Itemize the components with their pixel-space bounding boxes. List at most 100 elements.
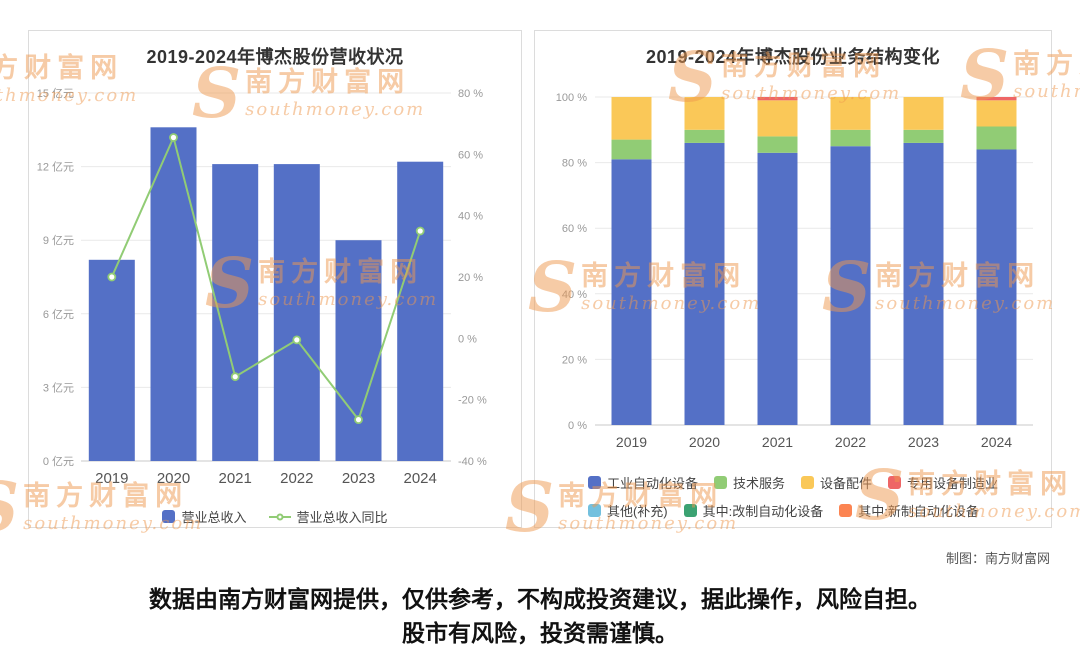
yoy-point xyxy=(415,226,425,236)
stack-segment xyxy=(830,97,871,130)
revenue-chart-panel: 2019-2024年博杰股份营收状况 0 亿元 3 亿元 6 亿元 9 亿元 12 亿元… xyxy=(28,30,522,528)
category-label: 2021 xyxy=(762,434,793,450)
stack-segment xyxy=(976,97,1017,101)
stack-segment xyxy=(830,146,871,425)
legend-swatch xyxy=(801,476,814,489)
y-axis-tick: 60 % xyxy=(562,223,587,235)
stack-segment xyxy=(976,149,1017,425)
legend-swatch xyxy=(587,504,601,517)
stack-segment xyxy=(684,142,725,425)
disclaimer-line1: 数据由南方财富网提供，仅供参考，不构成投资建议，据此操作，风险自担。 xyxy=(149,586,931,612)
legend-item[interactable]: 其中:新制自动化设备 xyxy=(839,501,979,520)
revenue-bar xyxy=(212,164,259,461)
stack-segment xyxy=(903,97,944,130)
stack-segment xyxy=(976,100,1017,127)
stack-segment xyxy=(757,100,798,137)
right-axis-tick: 0 % xyxy=(458,333,477,345)
category-label: 2021 xyxy=(219,470,252,487)
revenue-bar xyxy=(88,259,135,461)
category-label: 2024 xyxy=(404,470,437,487)
revenue-bar xyxy=(397,161,444,461)
right-axis-tick: -40 % xyxy=(458,456,487,468)
y-axis-tick: 20 % xyxy=(562,354,587,366)
legend-label: 其中:新制自动化设备 xyxy=(858,504,979,519)
legend-item[interactable]: 工业自动化设备 xyxy=(587,473,698,492)
stack-segment xyxy=(830,129,871,147)
right-axis-tick: 60 % xyxy=(458,149,483,161)
legend-swatch xyxy=(683,504,697,517)
right-axis-tick: 20 % xyxy=(458,272,483,284)
stack-segment xyxy=(757,97,798,101)
revenue-chart-title: 2019-2024年博杰股份营收状况 xyxy=(146,47,404,67)
legend-label: 技术服务 xyxy=(732,476,785,491)
category-label: 2023 xyxy=(342,470,375,487)
category-label: 2022 xyxy=(835,434,866,450)
stack-segment xyxy=(976,126,1017,150)
left-axis-tick: 0 亿元 xyxy=(43,455,74,468)
legend-label: 设备配件 xyxy=(820,476,873,491)
left-axis-tick: 15 亿元 xyxy=(37,87,74,100)
legend-label: 其他(补充) xyxy=(606,504,668,519)
revenue-bar xyxy=(335,240,382,461)
legend-item[interactable]: 设备配件 xyxy=(801,473,872,492)
legend-label: 其中:改制自动化设备 xyxy=(702,504,824,519)
legend-swatch xyxy=(162,510,176,523)
y-axis-tick: 100 % xyxy=(556,92,587,104)
category-label: 2019 xyxy=(95,470,128,487)
legend-row: 工业自动化设备 技术服务 设备配件 专用设备制造业 xyxy=(587,473,998,492)
right-axis-tick: 40 % xyxy=(458,211,483,223)
revenue-chart-legend: 营业总收入 营业总收入同比 xyxy=(29,507,521,526)
legend-item[interactable]: 其中:改制自动化设备 xyxy=(683,501,824,520)
structure-chart-legend: 工业自动化设备 技术服务 设备配件 专用设备制造业其他(补充) 其中:改制自动化设备 其中… xyxy=(587,473,998,520)
legend-item-revenue[interactable]: 营业总收入 xyxy=(162,507,247,526)
stack-segment xyxy=(903,142,944,425)
y-axis-tick: 0 % xyxy=(568,420,587,432)
credit-text: 制图：南方财富网 xyxy=(945,551,1050,566)
stack-segment xyxy=(757,136,798,153)
structure-chart-title: 2019-2024年博杰股份业务结构变化 xyxy=(645,47,941,67)
stack-segment xyxy=(684,97,725,130)
stack-segment xyxy=(611,159,652,426)
left-axis-tick: 6 亿元 xyxy=(43,308,74,321)
structure-stacked-chart: 0 % 20 % 40 % 60 % 80 % 100 % 2019 2020 2021 2022… xyxy=(556,92,1033,450)
disclaimer-line2: 股市有风险，投资需谨慎。 xyxy=(402,620,678,646)
yoy-point xyxy=(230,372,240,382)
y-axis-tick: 40 % xyxy=(562,289,587,301)
stack-segment xyxy=(611,139,652,160)
legend-swatch xyxy=(839,504,853,517)
yoy-line xyxy=(110,134,422,422)
legend-swatch xyxy=(587,476,601,489)
legend-item[interactable]: 技术服务 xyxy=(713,473,785,492)
legend-swatch xyxy=(713,476,727,489)
legend-item[interactable]: 专用设备制造业 xyxy=(888,473,998,492)
category-label: 2024 xyxy=(981,434,1012,450)
right-axis-tick: -20 % xyxy=(458,395,487,407)
stack-segment xyxy=(757,152,798,426)
legend-item[interactable]: 其他(补充) xyxy=(587,501,668,520)
stack-segment xyxy=(611,97,652,140)
structure-chart-panel: 2019-2024年博杰股份业务结构变化 0 % 20 % 40 % 60 % 80 %… xyxy=(534,30,1052,528)
yoy-point xyxy=(354,415,363,425)
category-label: 2023 xyxy=(908,434,939,450)
legend-swatch xyxy=(888,476,902,489)
left-axis-tick: 3 亿元 xyxy=(43,381,74,394)
yoy-point xyxy=(169,133,178,142)
revenue-bar-line-chart: 0 亿元 3 亿元 6 亿元 9 亿元 12 亿元 15 亿元 -40 % -20 % 0 % 2… xyxy=(37,87,487,487)
yoy-point xyxy=(107,272,117,282)
disclaimer: 数据由南方财富网提供，仅供参考，不构成投资建议，据此操作，风险自担。 股市有风险… xyxy=(0,582,1080,646)
legend-item-yoy[interactable]: 营业总收入同比 xyxy=(268,507,388,526)
yoy-point xyxy=(292,335,302,345)
watermark-logo-letter: S xyxy=(0,474,19,542)
legend-label: 营业总收入 xyxy=(181,510,247,525)
category-label: 2022 xyxy=(280,470,313,487)
stack-segment xyxy=(684,129,725,143)
category-label: 2020 xyxy=(689,434,720,450)
category-label: 2020 xyxy=(157,470,190,487)
legend-label: 专用设备制造业 xyxy=(907,476,999,491)
legend-label: 营业总收入同比 xyxy=(296,510,388,525)
legend-line-marker xyxy=(268,513,291,520)
legend-label: 工业自动化设备 xyxy=(606,476,698,491)
left-axis-tick: 12 亿元 xyxy=(37,161,74,174)
stack-segment xyxy=(903,129,944,143)
